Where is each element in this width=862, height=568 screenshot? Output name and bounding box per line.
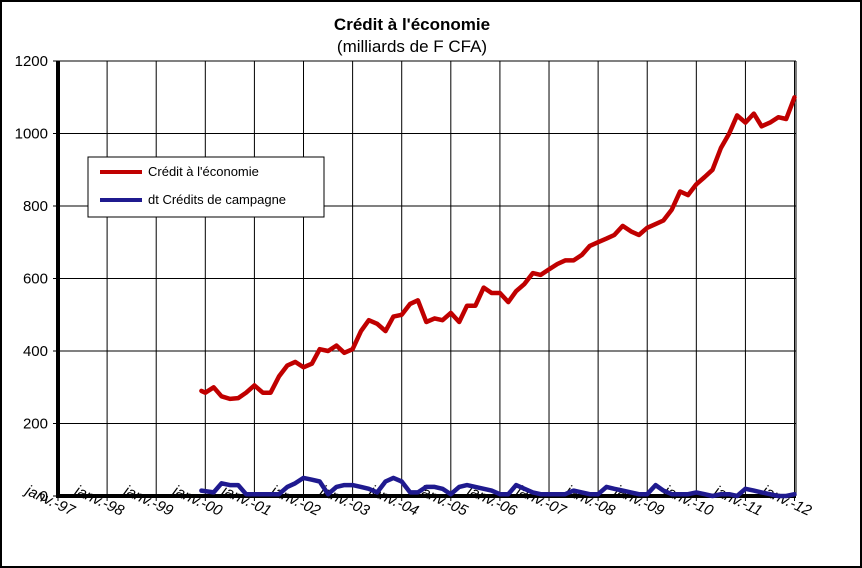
x-tick-label: janv.-10 <box>659 481 716 520</box>
series-credits-campagne <box>199 475 797 499</box>
y-tick-label: 800 <box>23 198 48 215</box>
y-tick-labels: 0 200 400 600 800 1000 1200 <box>15 53 48 505</box>
chart-subtitle: (milliards de F CFA) <box>337 37 487 56</box>
series-credit-economie <box>199 95 797 402</box>
y-tick-label: 400 <box>23 343 48 360</box>
x-tick-label: janv.-99 <box>119 481 176 520</box>
x-tick-label: janv.-01 <box>218 481 274 519</box>
series-lines <box>199 95 797 499</box>
y-tick-label: 600 <box>23 271 48 288</box>
x-tick-label: janv.-98 <box>70 481 127 520</box>
x-tick-label: janv.-02 <box>267 481 324 520</box>
x-tick-labels: janv.-97janv.-98janv.-99janv.-00janv.-01… <box>21 481 814 520</box>
y-tick-label: 1200 <box>15 53 48 70</box>
legend-label-campagne: dt Crédits de campagne <box>148 192 286 207</box>
grid-lines <box>58 60 797 496</box>
x-tick-label: janv.-97 <box>21 481 78 520</box>
legend: Crédit à l'économie dt Crédits de campag… <box>87 156 325 218</box>
y-tick-label: 200 <box>23 416 48 433</box>
y-tick-label: 0 <box>40 488 48 505</box>
y-tick-label: 1000 <box>15 126 48 143</box>
axes <box>53 60 796 501</box>
x-tick-label: janv.-12 <box>758 481 815 520</box>
legend-box <box>87 156 325 218</box>
x-tick-label: janv.-04 <box>365 481 421 519</box>
x-tick-label: janv.-11 <box>710 482 765 520</box>
chart-title: Crédit à l'économie <box>334 15 490 34</box>
legend-label-credit: Crédit à l'économie <box>148 164 259 179</box>
